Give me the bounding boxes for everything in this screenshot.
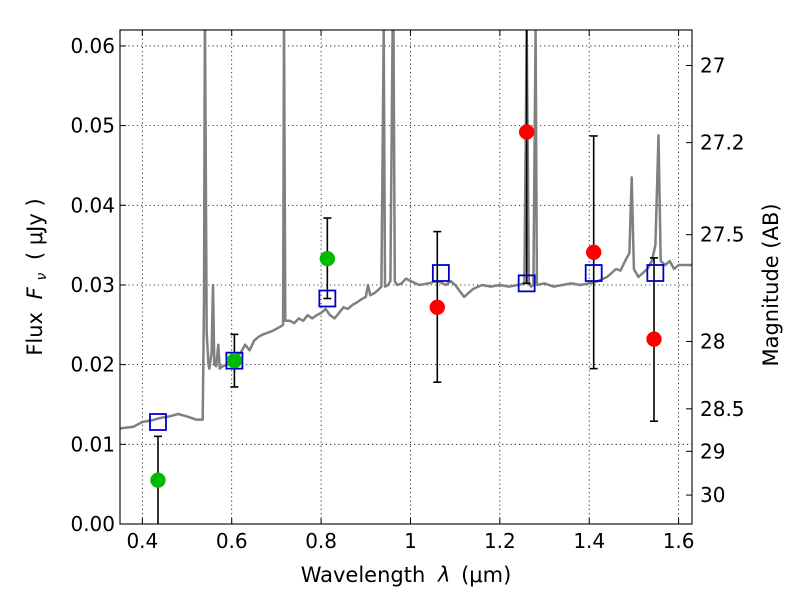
red-flux-point — [429, 299, 446, 316]
red-flux-point — [646, 331, 662, 347]
y-tick-label: 0.02 — [70, 353, 115, 377]
y2-axis-label: Magnitude (AB) — [759, 203, 783, 366]
model-square-point — [225, 351, 244, 370]
sed-curve — [120, 30, 692, 430]
y-axis-label: Flux F ν ( μJy ) — [23, 198, 51, 355]
y-tick-label: 0.03 — [70, 273, 115, 297]
x-tick-label: 1.2 — [484, 529, 516, 553]
y-tick-label: 0.01 — [70, 432, 115, 456]
green-flux-point — [226, 352, 243, 369]
model-square-point — [584, 264, 603, 282]
y2-tick-label: 29 — [700, 439, 725, 463]
green-flux-point — [319, 250, 336, 267]
model-square-point — [431, 264, 450, 282]
x-axis-label-unit: (μm) — [461, 563, 511, 587]
y2-tick-label: 27.5 — [700, 223, 745, 247]
y2-tick-label: 28.5 — [700, 397, 745, 421]
plot-frame — [119, 29, 693, 525]
x-tick-label: 0.8 — [305, 529, 337, 553]
model-square-point — [517, 274, 536, 293]
y-tick-label: 0.04 — [70, 193, 115, 217]
y-axis-label-prefix: Flux — [23, 312, 47, 356]
y2-tick-label: 30 — [700, 483, 725, 507]
model-square-point — [149, 413, 167, 431]
marker-layer — [149, 124, 665, 488]
green-flux-point — [150, 472, 166, 488]
model-square-point — [318, 289, 337, 308]
sed-curve-layer — [120, 30, 692, 430]
x-tick-label: 1 — [404, 529, 417, 553]
errorbar-layer — [153, 30, 659, 524]
x-tick-label: 0.4 — [126, 529, 158, 553]
y-axis-label-unit: ( μJy ) — [23, 198, 47, 260]
tick-labels: 0.4 0.6 0.8 1 1.2 1.4 1.6 0.00 0.01 0.02 0.03 0.04 0… — [70, 34, 744, 553]
y-tick-label: 0.00 — [70, 512, 115, 536]
y2-tick-label: 27 — [700, 53, 725, 77]
y-tick-label: 0.05 — [70, 114, 115, 138]
x-axis-label-prefix: Wavelength — [301, 563, 426, 587]
x-tick-label: 1.4 — [573, 529, 605, 553]
y-axis-label-subscript: ν — [34, 273, 50, 281]
red-flux-point — [585, 244, 602, 261]
red-flux-point — [518, 124, 535, 140]
x-tick-label: 1.6 — [663, 529, 695, 553]
x-axis-label-symbol: λ — [437, 563, 450, 587]
x-axis-label: Wavelength λ (μm) — [301, 563, 512, 587]
x-tick-label: 0.6 — [216, 529, 248, 553]
y2-tick-label: 28 — [700, 329, 725, 353]
model-square-point — [646, 264, 665, 282]
y-tick-label: 0.06 — [70, 34, 115, 58]
y-axis-label-symbol: F — [23, 286, 47, 299]
y2-tick-label: 27.2 — [700, 131, 745, 155]
tick-layer — [120, 30, 692, 525]
